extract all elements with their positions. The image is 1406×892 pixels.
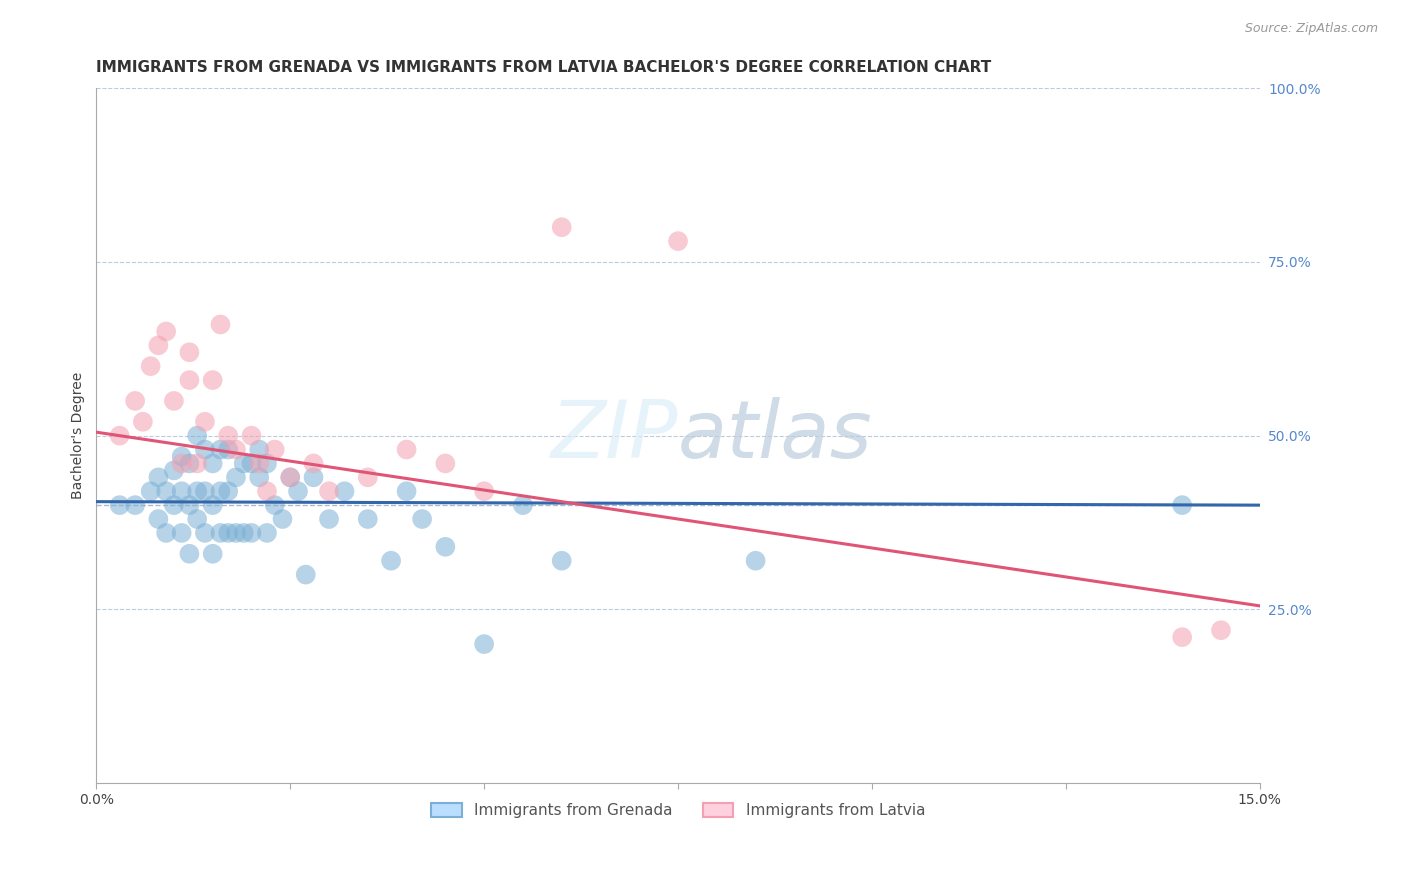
Point [240, 525, 263, 540]
Point [247, 457, 270, 471]
Point [1171, 498, 1194, 512]
Point [170, 525, 193, 540]
Point [163, 463, 186, 477]
Point [232, 457, 254, 471]
Point [139, 359, 162, 374]
Point [201, 498, 224, 512]
Point [179, 498, 201, 512]
Text: ZIP: ZIP [551, 397, 678, 475]
Point [179, 457, 201, 471]
Point [472, 484, 495, 499]
Point [201, 373, 224, 387]
Point [247, 470, 270, 484]
Point [256, 484, 278, 499]
Point [411, 512, 433, 526]
Point [209, 442, 232, 457]
Point [232, 525, 254, 540]
Point [186, 457, 208, 471]
Point [551, 220, 574, 235]
Point [256, 525, 278, 540]
Legend: Immigrants from Grenada, Immigrants from Latvia: Immigrants from Grenada, Immigrants from… [425, 797, 931, 824]
Point [170, 457, 193, 471]
Point [155, 525, 177, 540]
Point [302, 470, 325, 484]
Point [201, 457, 224, 471]
Point [194, 415, 217, 429]
Point [240, 428, 263, 442]
Point [395, 442, 418, 457]
Point [263, 498, 285, 512]
Point [225, 470, 247, 484]
Point [124, 498, 146, 512]
Point [225, 525, 247, 540]
Point [395, 484, 418, 499]
Point [357, 470, 380, 484]
Point [148, 338, 170, 352]
Point [179, 373, 201, 387]
Point [318, 512, 340, 526]
Point [179, 345, 201, 359]
Point [170, 484, 193, 499]
Point [155, 484, 177, 499]
Point [1209, 623, 1232, 637]
Point [186, 484, 208, 499]
Point [271, 512, 294, 526]
Point [434, 457, 457, 471]
Point [217, 428, 239, 442]
Point [139, 484, 162, 499]
Point [1171, 630, 1194, 644]
Point [247, 442, 270, 457]
Point [170, 450, 193, 464]
Point [217, 525, 239, 540]
Point [186, 428, 208, 442]
Point [209, 525, 232, 540]
Point [278, 470, 301, 484]
Point [194, 442, 217, 457]
Point [108, 498, 131, 512]
Point [472, 637, 495, 651]
Point [209, 318, 232, 332]
Point [194, 484, 217, 499]
Point [163, 498, 186, 512]
Point [132, 415, 155, 429]
Point [302, 457, 325, 471]
Point [318, 484, 340, 499]
Point [380, 554, 402, 568]
Point [294, 567, 316, 582]
Point [124, 393, 146, 408]
Point [240, 457, 263, 471]
Point [278, 470, 301, 484]
Point [551, 554, 574, 568]
Point [256, 457, 278, 471]
Point [434, 540, 457, 554]
Point [186, 512, 208, 526]
Point [287, 484, 309, 499]
Point [263, 442, 285, 457]
Y-axis label: Bachelor's Degree: Bachelor's Degree [72, 372, 86, 500]
Point [201, 547, 224, 561]
Point [194, 525, 217, 540]
Point [108, 428, 131, 442]
Point [148, 470, 170, 484]
Point [357, 512, 380, 526]
Point [666, 234, 689, 248]
Text: atlas: atlas [678, 397, 873, 475]
Point [333, 484, 356, 499]
Point [225, 442, 247, 457]
Text: Source: ZipAtlas.com: Source: ZipAtlas.com [1244, 22, 1378, 36]
Point [148, 512, 170, 526]
Point [179, 547, 201, 561]
Point [217, 484, 239, 499]
Text: IMMIGRANTS FROM GRENADA VS IMMIGRANTS FROM LATVIA BACHELOR'S DEGREE CORRELATION : IMMIGRANTS FROM GRENADA VS IMMIGRANTS FR… [97, 60, 991, 75]
Point [155, 325, 177, 339]
Point [209, 484, 232, 499]
Point [217, 442, 239, 457]
Point [744, 554, 766, 568]
Point [163, 393, 186, 408]
Point [512, 498, 534, 512]
